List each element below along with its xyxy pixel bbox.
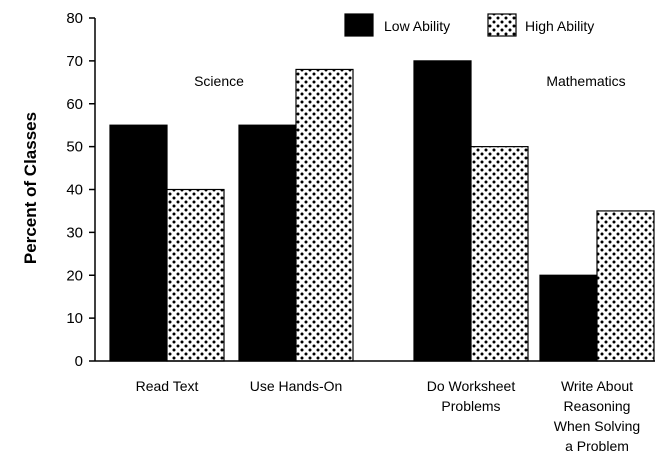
bar-high-ability-use-hands-on — [295, 68, 354, 362]
bar-low-ability-read-text — [109, 124, 168, 362]
bar-high-ability-read-text — [166, 188, 225, 362]
legend-label-high-ability: High Ability — [525, 18, 594, 34]
x-category-label-use-hands-on: Use Hands-On — [250, 378, 343, 394]
legend-label-low-ability: Low Ability — [384, 18, 450, 34]
y-tick-label-10: 10 — [66, 310, 83, 327]
bar-high-ability-do-worksheet-problems — [470, 146, 529, 362]
y-tick-label-70: 70 — [66, 53, 83, 70]
x-category-label-do-worksheet-problems: Do Worksheet Problems — [427, 378, 516, 414]
y-tick-label-80: 80 — [66, 10, 83, 27]
group-label-mathematics: Mathematics — [546, 73, 625, 89]
bar-low-ability-use-hands-on — [238, 124, 297, 362]
x-category-label-read-text: Read Text — [136, 378, 199, 394]
bar-low-ability-do-worksheet-problems — [413, 60, 472, 362]
y-tick-label-30: 30 — [66, 224, 83, 241]
y-tick-label-0: 0 — [75, 353, 83, 370]
x-category-label-write-about-reasoning-when-solving-a-problem: Write About Reasoning When Solving a Proble… — [554, 378, 640, 454]
y-tick-label-60: 60 — [66, 96, 83, 113]
group-label-science: Science — [194, 73, 244, 89]
y-axis-title: Percent of Classes — [21, 112, 40, 264]
x-axis-category-labels: Read Text Use Hands-On Do Worksheet Problem… — [136, 378, 641, 454]
bar-low-ability-write-about-reasoning-when-solving-a-problem — [539, 274, 598, 362]
y-tick-label-40: 40 — [66, 182, 83, 199]
y-tick-label-20: 20 — [66, 267, 83, 284]
legend: Low Ability High Ability — [344, 13, 594, 37]
legend-swatch-high-ability — [487, 13, 517, 37]
group-labels: Science Mathematics — [194, 73, 626, 89]
y-tick-label-50: 50 — [66, 139, 83, 156]
y-axis-ticks: 0 10 20 30 40 50 60 70 80 — [66, 10, 95, 370]
legend-swatch-low-ability — [344, 13, 374, 37]
bar-high-ability-write-about-reasoning-when-solving-a-problem — [596, 210, 655, 362]
bar-series — [109, 60, 655, 362]
